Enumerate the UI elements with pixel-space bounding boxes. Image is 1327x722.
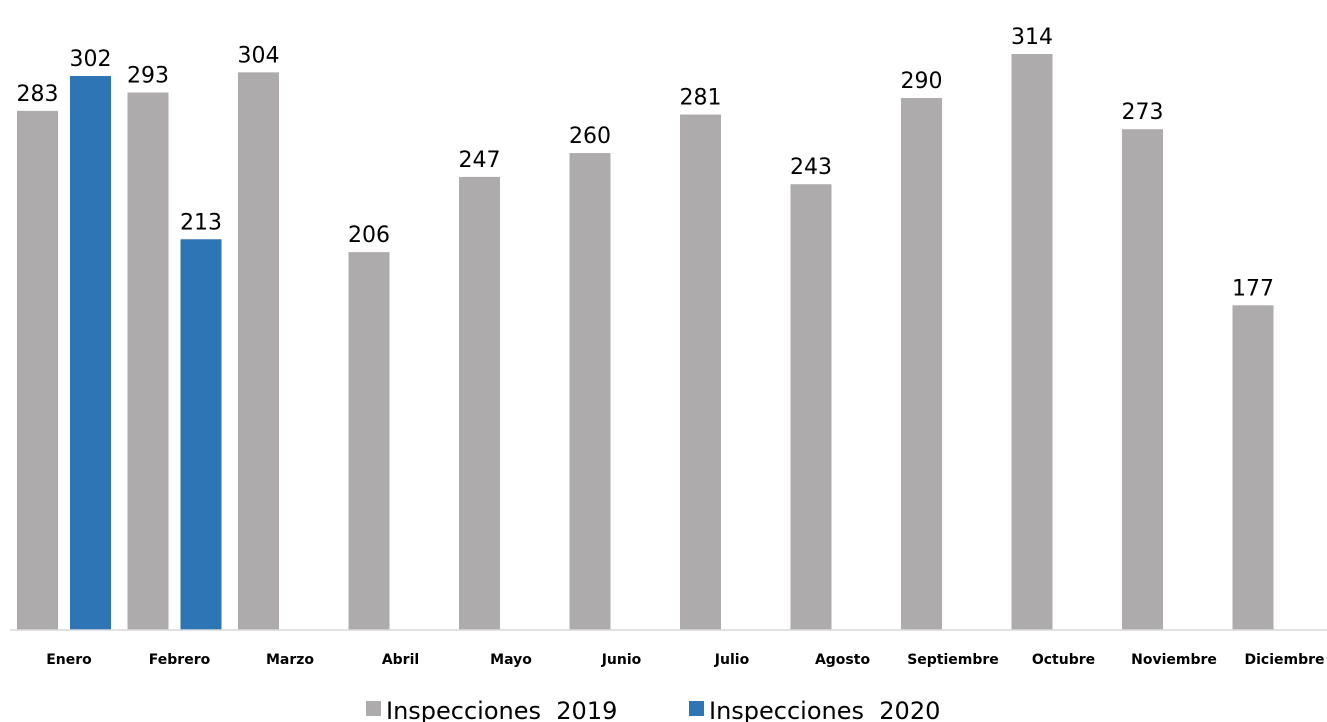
legend-label-2019: Inspecciones 2019: [386, 697, 617, 722]
bar-julio-series-0: [680, 114, 721, 630]
bar-diciembre-series-0: [1232, 305, 1274, 630]
bar-septiembre-series-0: [901, 98, 942, 631]
legend-swatch-2019: [366, 701, 381, 716]
legend-label-2020: Inspecciones 2020: [709, 697, 940, 722]
value-label-agosto-series-0: 243: [790, 155, 832, 180]
bar-enero-series-1: [70, 76, 111, 630]
value-label-enero-series-0: 283: [17, 82, 59, 107]
category-label-junio: Junio: [601, 652, 642, 668]
category-label-mayo: Mayo: [490, 652, 532, 668]
category-label-abril: Abril: [382, 652, 419, 668]
bar-mayo-series-0: [459, 176, 500, 630]
category-label-julio: Julio: [714, 652, 750, 668]
bar-febrero-series-1: [180, 239, 222, 631]
bar-febrero-series-0: [127, 92, 169, 631]
bar-enero-series-0: [17, 110, 58, 631]
value-labels-group: 283 302 293 213 304 206 247 260 281 243 290 314 273 1…: [17, 25, 1275, 301]
category-label-octubre: Octubre: [1032, 652, 1095, 668]
bar-agosto-series-0: [790, 184, 832, 630]
value-label-noviembre-series-0: 273: [1122, 100, 1164, 125]
category-label-agosto: Agosto: [815, 652, 871, 668]
value-label-abril-series-0: 206: [348, 223, 390, 248]
value-label-mayo-series-0: 247: [459, 148, 501, 173]
bar-junio-series-0: [569, 153, 611, 631]
bar-octubre-series-0: [1011, 54, 1053, 630]
category-labels-group: Enero Febrero Marzo Abril Mayo Junio Julio Agos…: [46, 652, 1324, 668]
bar-abril-series-0: [348, 252, 390, 630]
legend: Inspecciones 2019 Inspecciones 2020: [366, 697, 940, 722]
category-label-febrero: Febrero: [149, 652, 211, 668]
value-label-diciembre-series-0: 177: [1232, 276, 1274, 301]
value-label-enero-series-1: 302: [70, 47, 112, 72]
bars-group: [17, 54, 1274, 631]
value-label-febrero-series-1: 213: [180, 210, 222, 235]
value-label-febrero-series-0: 293: [127, 64, 169, 89]
bar-marzo-series-0: [238, 72, 279, 631]
value-label-julio-series-0: 281: [680, 86, 722, 111]
value-label-septiembre-series-0: 290: [901, 69, 943, 94]
value-label-octubre-series-0: 314: [1011, 25, 1053, 50]
category-label-diciembre: Diciembre: [1244, 652, 1324, 668]
category-label-marzo: Marzo: [266, 652, 314, 668]
value-label-marzo-series-0: 304: [238, 43, 280, 68]
category-label-enero: Enero: [46, 652, 92, 668]
legend-swatch-2020: [689, 701, 704, 716]
category-label-septiembre: Septiembre: [907, 652, 999, 668]
value-label-junio-series-0: 260: [569, 124, 611, 149]
bar-noviembre-series-0: [1122, 129, 1163, 630]
category-label-noviembre: Noviembre: [1131, 652, 1217, 668]
